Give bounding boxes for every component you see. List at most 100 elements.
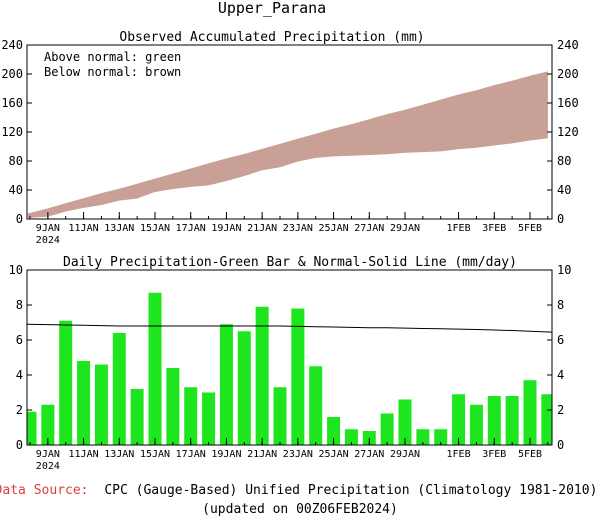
y-tick-label-left-5: 10: [9, 263, 23, 277]
y-tick-label-right-2: 4: [557, 368, 564, 382]
daily-bar-12: [237, 331, 251, 445]
y-tick-label-right-3: 6: [557, 333, 564, 347]
daily-bar-17: [327, 417, 341, 445]
daily-bar-25: [469, 404, 483, 445]
x-tick-label-0: 9JAN: [36, 223, 60, 234]
annotation-above-normal: Above normal: green: [44, 50, 181, 64]
y-tick-label-right-1: 2: [557, 403, 564, 417]
x-tick-label-4: 17JAN: [176, 449, 206, 460]
daily-bar-23: [434, 429, 448, 445]
y-tick-label-right-1: 40: [557, 183, 571, 197]
daily-bar-11: [219, 324, 233, 445]
deficit-fill-layer: [28, 71, 548, 218]
y-tick-label-right-4: 160: [557, 96, 579, 110]
x-tick-label-3: 15JAN: [140, 223, 170, 234]
daily-bar-14: [273, 387, 287, 445]
y-tick-label-right-5: 10: [557, 263, 571, 277]
x-tick-label-10: 29JAN: [390, 223, 420, 234]
daily-bar-5: [112, 333, 126, 445]
normal-line-layer: [26, 323, 553, 333]
x-tick-label-13: 5FEB: [518, 449, 542, 460]
y-tick-label-right-2: 80: [557, 154, 571, 168]
x-tick-label-12: 3FEB: [482, 223, 506, 234]
x-tick-label-1: 11JAN: [69, 223, 99, 234]
daily-bar-18: [344, 429, 358, 445]
x-tick-label-13: 5FEB: [518, 223, 542, 234]
y-tick-label-right-3: 120: [557, 125, 579, 139]
daily-bar-4: [94, 364, 108, 445]
daily-chart-title: Daily Precipitation-Green Bar & Normal-S…: [63, 255, 517, 270]
y-tick-label-left-0: 0: [16, 438, 23, 452]
daily-bar-26: [487, 396, 501, 445]
x-tick-label-8: 25JAN: [319, 449, 349, 460]
y-tick-label-right-6: 240: [557, 38, 579, 52]
daily-bar-7: [148, 292, 162, 445]
y-tick-label-right-5: 200: [557, 67, 579, 81]
y-tick-label-left-4: 160: [1, 96, 23, 110]
y-tick-label-left-0: 0: [16, 212, 23, 226]
x-tick-label-4: 17JAN: [176, 223, 206, 234]
x-year-label: 2024: [36, 235, 60, 246]
annotation-below-normal: Below normal: brown: [44, 65, 181, 79]
daily-bar-0: [27, 411, 37, 445]
x-tick-label-10: 29JAN: [390, 449, 420, 460]
lines-layer: [27, 71, 548, 219]
normal-accum-line: [27, 71, 548, 215]
daily-bar-1: [41, 404, 55, 445]
daily-bar-10: [202, 392, 216, 445]
daily-bar-13: [255, 306, 269, 445]
daily-bar-2: [59, 320, 73, 445]
x-tick-label-0: 9JAN: [36, 449, 60, 460]
y-tick-label-left-3: 6: [16, 333, 23, 347]
daily-bar-6: [130, 389, 144, 445]
y-tick-label-left-2: 80: [9, 154, 23, 168]
x-tick-label-3: 15JAN: [140, 449, 170, 460]
y-tick-label-right-0: 0: [557, 212, 564, 226]
x-tick-label-11: 1FEB: [447, 223, 471, 234]
daily-bar-9: [184, 387, 198, 445]
x-tick-label-5: 19JAN: [211, 449, 241, 460]
y-tick-label-left-5: 200: [1, 67, 23, 81]
data-source-line: Data Source: CPC (Gauge-Based) Unified P…: [0, 483, 597, 498]
daily-bar-21: [398, 399, 412, 445]
x-tick-label-6: 21JAN: [247, 449, 277, 460]
daily-bar-16: [309, 366, 323, 445]
daily-bar-15: [291, 308, 305, 445]
x-tick-label-2: 13JAN: [104, 223, 134, 234]
daily-bar-27: [505, 396, 519, 445]
x-tick-label-6: 21JAN: [247, 223, 277, 234]
deficit-area: [28, 71, 548, 218]
observed-accum-line: [27, 137, 548, 219]
y-tick-label-left-1: 40: [9, 183, 23, 197]
daily-y-axis: 0 0 2 2 4 4 6 6 8 8 10 10: [9, 263, 572, 452]
y-tick-label-left-3: 120: [1, 125, 23, 139]
daily-bar-22: [416, 429, 430, 445]
daily-bar-24: [452, 394, 466, 445]
page-title: Upper_Parana: [218, 0, 326, 17]
y-tick-label-left-4: 8: [16, 298, 23, 312]
x-tick-label-7: 23JAN: [283, 449, 313, 460]
x-tick-label-7: 23JAN: [283, 223, 313, 234]
accumulated-chart: Observed Accumulated Precipitation (mm) …: [1, 30, 578, 246]
daily-bar-3: [77, 361, 91, 445]
updated-timestamp: (updated on 00Z06FEB2024): [202, 502, 398, 517]
y-tick-label-right-4: 8: [557, 298, 564, 312]
daily-chart: Daily Precipitation-Green Bar & Normal-S…: [9, 255, 572, 472]
x-tick-label-2: 13JAN: [104, 449, 134, 460]
daily-bar-20: [380, 413, 394, 445]
daily-plot-frame: [26, 269, 553, 446]
accumulated-y-axis: 0 0 40 40 80 80 120 120 160 160 200 200 240 240: [1, 38, 578, 226]
data-source-text: CPC (Gauge-Based) Unified Precipitation …: [104, 483, 597, 498]
y-tick-label-left-2: 4: [16, 368, 23, 382]
x-tick-label-9: 27JAN: [354, 449, 384, 460]
daily-bar-29: [541, 394, 552, 445]
x-tick-label-5: 19JAN: [211, 223, 241, 234]
y-tick-label-right-0: 0: [557, 438, 564, 452]
x-tick-label-12: 3FEB: [482, 449, 506, 460]
x-tick-label-9: 27JAN: [354, 223, 384, 234]
y-tick-label-left-1: 2: [16, 403, 23, 417]
x-tick-label-8: 25JAN: [319, 223, 349, 234]
